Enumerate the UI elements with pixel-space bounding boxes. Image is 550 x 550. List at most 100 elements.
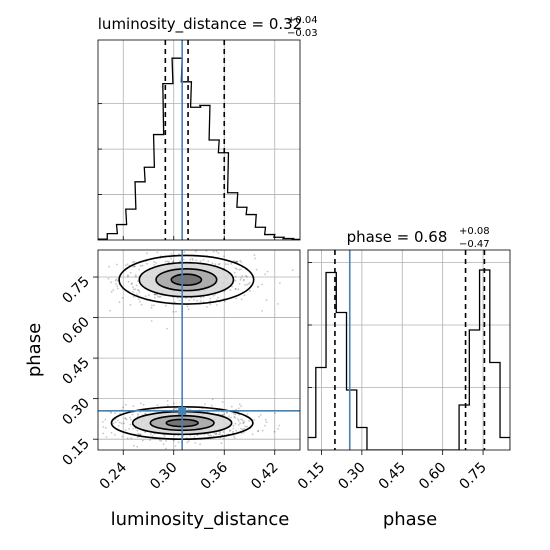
sample-point: [234, 422, 237, 425]
joint-x-ticks: 0.24 0.30 0.36 0.42: [97, 450, 282, 493]
sample-point: [164, 260, 167, 263]
sample-point: [159, 295, 162, 298]
sample-point: [231, 285, 233, 288]
sample-point: [215, 304, 218, 306]
sample-point: [265, 299, 268, 302]
x-tick-label: 0.75: [457, 460, 490, 493]
sample-point: [135, 284, 138, 287]
hist2-quantile-lines: [334, 250, 486, 450]
sample-point: [132, 288, 135, 291]
sample-point: [105, 427, 107, 429]
sample-point: [187, 408, 190, 411]
sample-point: [224, 263, 227, 265]
luminosity-distance-title: luminosity_distance = 0.32: [98, 15, 302, 34]
sample-point: [129, 271, 132, 274]
sample-point: [217, 263, 220, 266]
sample-point: [196, 434, 199, 437]
sample-point: [220, 442, 223, 445]
sample-point: [173, 301, 176, 304]
sample-point: [153, 293, 156, 296]
sample-point: [129, 304, 132, 306]
sample-point: [188, 440, 190, 442]
sample-point: [138, 291, 141, 293]
sample-point: [166, 260, 169, 263]
sample-point: [244, 284, 247, 286]
sample-point: [160, 440, 163, 442]
sample-point: [215, 432, 218, 434]
sample-point: [150, 433, 152, 436]
sample-point: [210, 404, 213, 407]
sample-point: [194, 250, 197, 253]
sample-point: [124, 403, 127, 406]
sample-point: [215, 250, 218, 253]
sample-point: [228, 430, 231, 432]
sample-point: [209, 303, 212, 306]
sample-point: [140, 402, 142, 405]
density-contour: [118, 254, 255, 305]
sample-point: [203, 403, 206, 405]
sample-point: [224, 300, 226, 303]
sample-point: [117, 425, 120, 427]
phase-title: phase = 0.68: [347, 228, 448, 246]
sample-point: [199, 300, 202, 302]
joint-y-ticks: 0.15 0.30 0.45 0.60 0.75: [59, 274, 98, 469]
sample-point: [264, 418, 267, 421]
sample-point: [241, 428, 244, 431]
sample-point: [130, 418, 132, 421]
sample-point: [151, 304, 153, 307]
hist2-ticks: 0.15 0.30 0.45 0.60 0.75: [295, 262, 490, 493]
sample-point: [150, 320, 153, 322]
sample-point: [277, 303, 279, 305]
sample-point: [240, 298, 243, 301]
sample-point: [137, 432, 140, 435]
sample-point: [175, 310, 177, 313]
sample-point: [265, 421, 268, 424]
sample-point: [257, 286, 260, 289]
title-plus-error: +0.04: [287, 15, 318, 26]
sample-point: [207, 433, 210, 436]
sample-point: [205, 306, 208, 308]
sample-point: [211, 262, 214, 264]
sample-point: [215, 433, 218, 435]
sample-point: [136, 293, 138, 296]
sample-point: [134, 288, 137, 291]
sample-point: [166, 327, 169, 330]
sample-point: [121, 297, 124, 299]
sample-point: [209, 297, 212, 300]
sample-point: [174, 407, 176, 410]
sample-point: [116, 285, 118, 287]
sample-point: [242, 431, 245, 434]
sample-point: [124, 429, 127, 431]
sample-point: [236, 418, 239, 420]
sample-point: [274, 412, 276, 415]
sample-point: [230, 416, 232, 419]
sample-point: [124, 264, 127, 267]
sample-point: [153, 296, 156, 299]
sample-point: [130, 283, 133, 286]
sample-point: [120, 422, 123, 425]
sample-point: [112, 422, 115, 425]
y-tick-label: 0.60: [59, 314, 92, 347]
sample-point: [90, 267, 92, 269]
sample-point: [233, 260, 235, 262]
sample-point: [142, 439, 144, 442]
sample-point: [114, 412, 116, 415]
sample-point: [278, 282, 281, 284]
hist1-frame: [97, 39, 301, 241]
x-tick-label: 0.15: [295, 460, 328, 493]
sample-point: [230, 262, 233, 265]
sample-point: [116, 263, 118, 266]
sample-point: [177, 441, 180, 444]
sample-point: [209, 434, 212, 437]
sample-point: [242, 278, 245, 281]
hist1-grid: [98, 40, 300, 240]
sample-point: [264, 424, 266, 427]
sample-point: [219, 433, 222, 436]
sample-point: [222, 437, 225, 440]
sample-point: [247, 282, 250, 285]
sample-point: [68, 265, 70, 267]
sample-point: [258, 415, 260, 418]
sample-point: [172, 261, 175, 263]
hist1-quantile-lines: [164, 40, 226, 240]
sample-point: [154, 293, 157, 296]
